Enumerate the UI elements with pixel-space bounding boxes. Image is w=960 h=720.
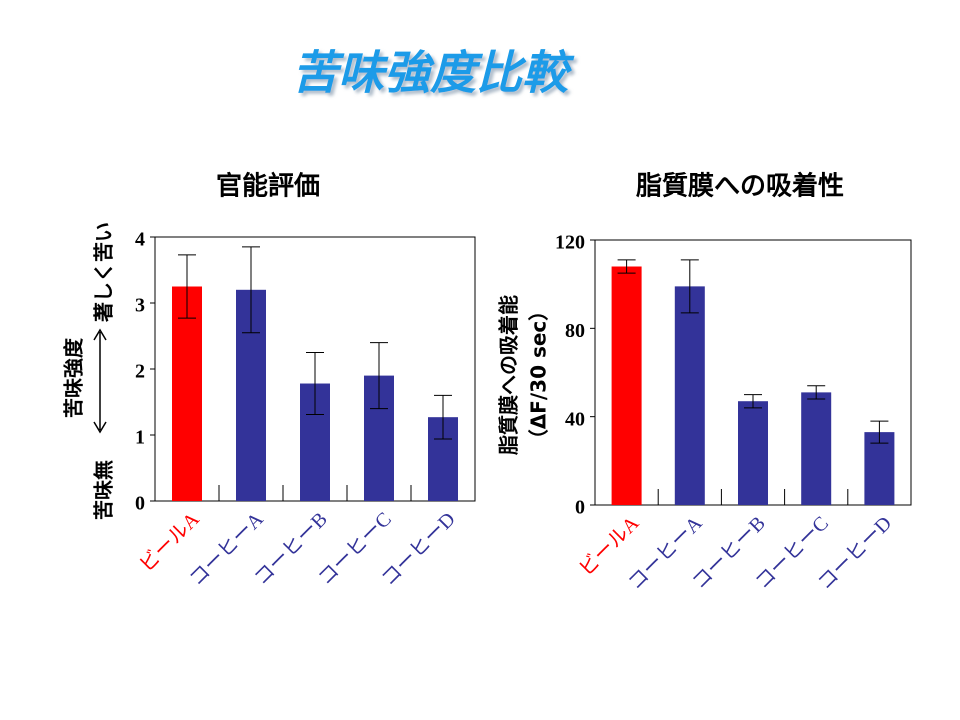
y-tick-label: 0 [575, 497, 585, 519]
slide-title: 苦味強度比較 [292, 46, 575, 100]
y-tick-label: 4 [135, 229, 145, 251]
bar [172, 286, 202, 501]
error-bar [870, 420, 889, 444]
y-tick-label: 3 [135, 295, 145, 317]
error-bar [434, 394, 452, 440]
error-bar [807, 385, 826, 400]
bar [611, 266, 642, 505]
y-tick-label: 2 [135, 361, 145, 383]
bar [674, 286, 705, 505]
bar [864, 432, 895, 505]
bar [801, 392, 832, 505]
error-bar [680, 259, 699, 314]
error-bar [178, 254, 196, 319]
y-axis-label: 脂質膜への吸着能 [497, 295, 521, 455]
error-bar [242, 246, 260, 334]
chart-title: 脂質膜への吸着性 [636, 171, 844, 202]
error-bar [370, 342, 388, 410]
chart-title: 官能評価 [216, 171, 320, 202]
error-bar [617, 259, 636, 274]
error-bar [306, 352, 324, 416]
y-tick-label: 40 [565, 408, 585, 430]
y-axis-label: （ΔF/30 sec） [527, 301, 551, 450]
bar [738, 401, 768, 505]
y-axis-label: 苦味無 [92, 460, 116, 520]
y-axis-label: 苦味強度 [62, 337, 86, 418]
y-tick-label: 80 [565, 320, 585, 342]
error-bar [744, 394, 762, 409]
y-tick-label: 1 [135, 427, 145, 449]
arrow [93, 328, 107, 434]
y-axis-label: 著しく苦い [92, 222, 116, 322]
y-tick-label: 120 [555, 232, 585, 254]
y-tick-label: 0 [135, 493, 145, 515]
